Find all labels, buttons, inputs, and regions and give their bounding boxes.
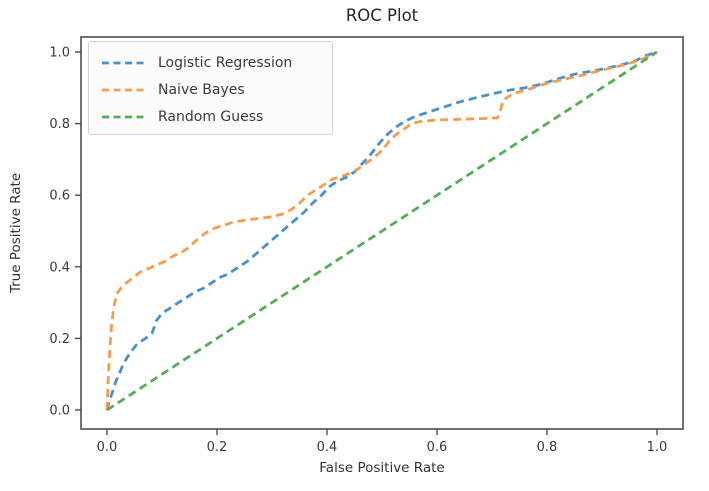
legend-label: Random Guess [158, 108, 264, 125]
legend: Logistic Regression Naive Bayes Random Gue… [88, 41, 333, 135]
legend-label: Naive Bayes [158, 81, 245, 98]
curve-random-guess [106, 50, 658, 412]
legend-row-random-guess: Random Guess [89, 103, 332, 130]
curve-naive-bayes [105, 50, 658, 411]
legend-row-naive-bayes: Naive Bayes [89, 76, 332, 103]
y-tick-label: 0.4 [49, 260, 70, 275]
y-tick-label: 0.0 [49, 404, 70, 419]
axes-frame [80, 36, 684, 430]
y-tick-label: 0.2 [49, 332, 70, 347]
y-axis-label: True Positive Rate [8, 172, 24, 294]
x-axis-label: False Positive Rate [319, 460, 445, 476]
legend-label: Logistic Regression [158, 54, 293, 71]
y-tick-label: 0.6 [49, 189, 70, 204]
legend-dash-sample [102, 88, 144, 91]
x-tick-label: 0.4 [317, 440, 338, 455]
x-tick-label: 1.0 [647, 440, 668, 455]
y-tick-label: 1.0 [49, 46, 70, 61]
legend-dash-sample [102, 115, 144, 118]
x-tick-label: 0.2 [207, 440, 228, 455]
chart-title: ROC Plot [345, 6, 419, 25]
legend-row-logistic-regression: Logistic Regression [89, 49, 332, 76]
curve-logistic-regression [105, 50, 658, 411]
x-tick-label: 0.6 [427, 440, 448, 455]
x-tick-label: 0.0 [97, 440, 118, 455]
legend-dash-sample [102, 61, 144, 64]
x-tick-label: 0.8 [537, 440, 558, 455]
y-tick-label: 0.8 [49, 117, 70, 132]
